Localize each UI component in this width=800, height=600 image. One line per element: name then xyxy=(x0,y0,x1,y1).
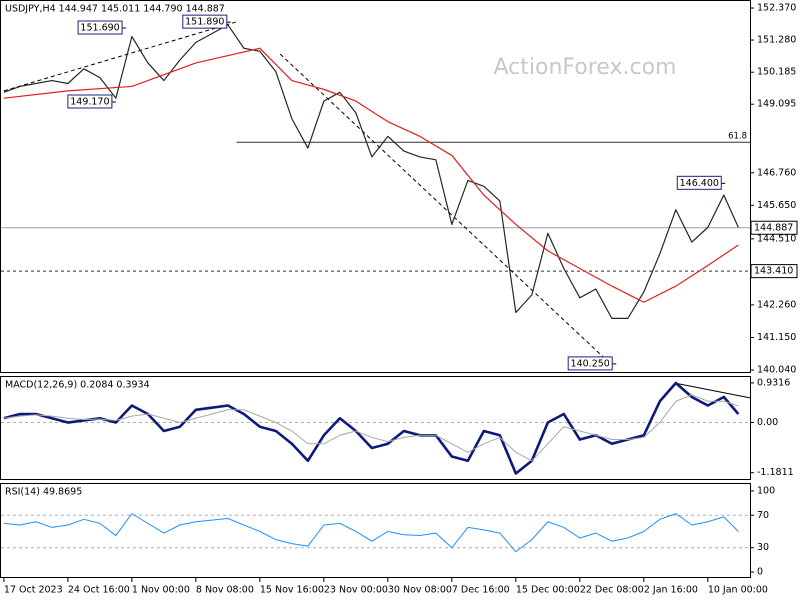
y-tick-label: 140.040 xyxy=(757,365,796,376)
price-panel xyxy=(0,0,751,373)
level-label: 61.8 xyxy=(728,132,747,142)
trend-line xyxy=(279,53,608,362)
annotation-box xyxy=(77,20,123,35)
level-label-box xyxy=(750,220,798,235)
x-tick-label: 24 Oct 16:00 xyxy=(68,585,130,596)
annotation-label: 146.400 xyxy=(680,178,719,189)
annotation-box xyxy=(182,14,228,29)
y-tick-label: 145.650 xyxy=(757,200,796,211)
series-line xyxy=(3,381,740,475)
level-label: 144.887 xyxy=(754,222,793,233)
y-tick-label: 100 xyxy=(757,485,775,496)
series-line xyxy=(3,394,739,462)
x-tick-label: 17 Oct 2023 xyxy=(4,585,63,596)
y-tick-label: 141.150 xyxy=(757,332,796,343)
rsi-panel xyxy=(0,483,751,578)
trend-line xyxy=(674,382,751,399)
y-tick-label: 142.260 xyxy=(757,299,796,310)
annotation-box xyxy=(67,94,113,109)
y-tick-label: 146.760 xyxy=(757,167,796,178)
y-tick-label: 150.185 xyxy=(757,67,796,78)
x-tick-label: 15 Dec 00:00 xyxy=(516,585,580,596)
annotation-label: 149.170 xyxy=(70,97,109,108)
y-tick-label: 151.280 xyxy=(757,35,796,46)
x-tick-label: 15 Nov 16:00 xyxy=(260,585,324,596)
y-tick-label: 149.095 xyxy=(757,99,796,110)
y-tick-label: 0.00 xyxy=(757,417,778,428)
y-tick-label: 152.370 xyxy=(757,3,796,14)
series-line xyxy=(3,513,739,553)
y-tick-label: 0.9316 xyxy=(757,377,790,388)
x-tick-label: 1 Nov 00:00 xyxy=(132,585,190,596)
level-label-box xyxy=(750,264,798,279)
annotation-box xyxy=(676,175,722,190)
watermark: ActionForex.com xyxy=(494,55,677,80)
panel-title: RSI(14) 49.8695 xyxy=(5,487,82,498)
x-tick-label: 8 Nov 08:00 xyxy=(196,585,254,596)
annotation-label: 151.890 xyxy=(185,17,224,28)
trend-line xyxy=(3,21,237,92)
y-tick-label: 70 xyxy=(757,510,769,521)
annotation-label: 140.250 xyxy=(571,358,610,369)
x-tick-label: 23 Nov 00:00 xyxy=(324,585,388,596)
level-label: 143.410 xyxy=(754,266,793,277)
panel-title: USDJPY,H4 144.947 145.011 144.790 144.88… xyxy=(5,4,225,15)
series-line xyxy=(3,24,739,319)
y-tick-label: 0 xyxy=(757,567,763,578)
annotation-label: 151.690 xyxy=(80,23,119,34)
annotation-box xyxy=(567,356,613,371)
panel-title: MACD(12,26,9) 0.2084 0.3934 xyxy=(5,380,150,391)
y-tick-label: 144.510 xyxy=(757,233,796,244)
series-line xyxy=(3,47,739,303)
x-tick-label: 22 Dec 08:00 xyxy=(580,585,644,596)
x-tick-label: 7 Dec 16:00 xyxy=(452,585,510,596)
y-tick-label: 30 xyxy=(757,542,769,553)
x-tick-label: 30 Nov 08:00 xyxy=(388,585,452,596)
y-tick-label: -1.1811 xyxy=(757,467,794,478)
x-tick-label: 10 Jan 00:00 xyxy=(708,585,768,596)
x-tick-label: 2 Jan 16:00 xyxy=(644,585,698,596)
macd-panel xyxy=(0,376,751,480)
